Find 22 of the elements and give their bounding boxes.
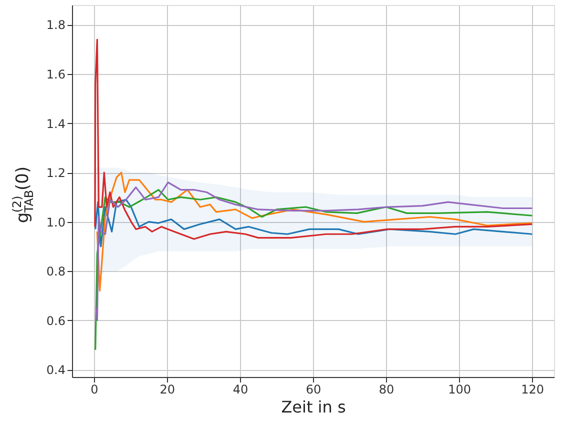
line-series	[94, 188, 533, 351]
line-series	[95, 182, 533, 322]
x-tick-label: 40	[232, 382, 248, 396]
x-tick-label: 0	[90, 382, 98, 396]
y-tick-label: 0.8	[46, 264, 66, 279]
y-tick-label: 1.4	[46, 116, 66, 131]
y-tick-label: 0.6	[46, 314, 66, 328]
line-series	[96, 172, 533, 292]
y-tick-label: 1.2	[46, 166, 66, 180]
y-tick-label: 1.8	[46, 18, 66, 32]
x-axis-title: Zeit in s	[281, 398, 346, 416]
y-tick-label: 1.6	[46, 67, 66, 82]
x-tick-label: 60	[306, 382, 322, 396]
y-tick-label: 1.0	[46, 215, 66, 230]
x-tick-label: 80	[378, 382, 394, 396]
line-series	[94, 38, 533, 240]
y-tick-label: 0.4	[46, 363, 66, 378]
x-tick-label: 120	[521, 382, 544, 396]
line-series	[94, 198, 533, 248]
x-tick-label: 100	[448, 382, 472, 396]
y-axis-title: g(2)TAB(0)	[10, 166, 36, 224]
x-tick-label: 20	[160, 382, 176, 396]
